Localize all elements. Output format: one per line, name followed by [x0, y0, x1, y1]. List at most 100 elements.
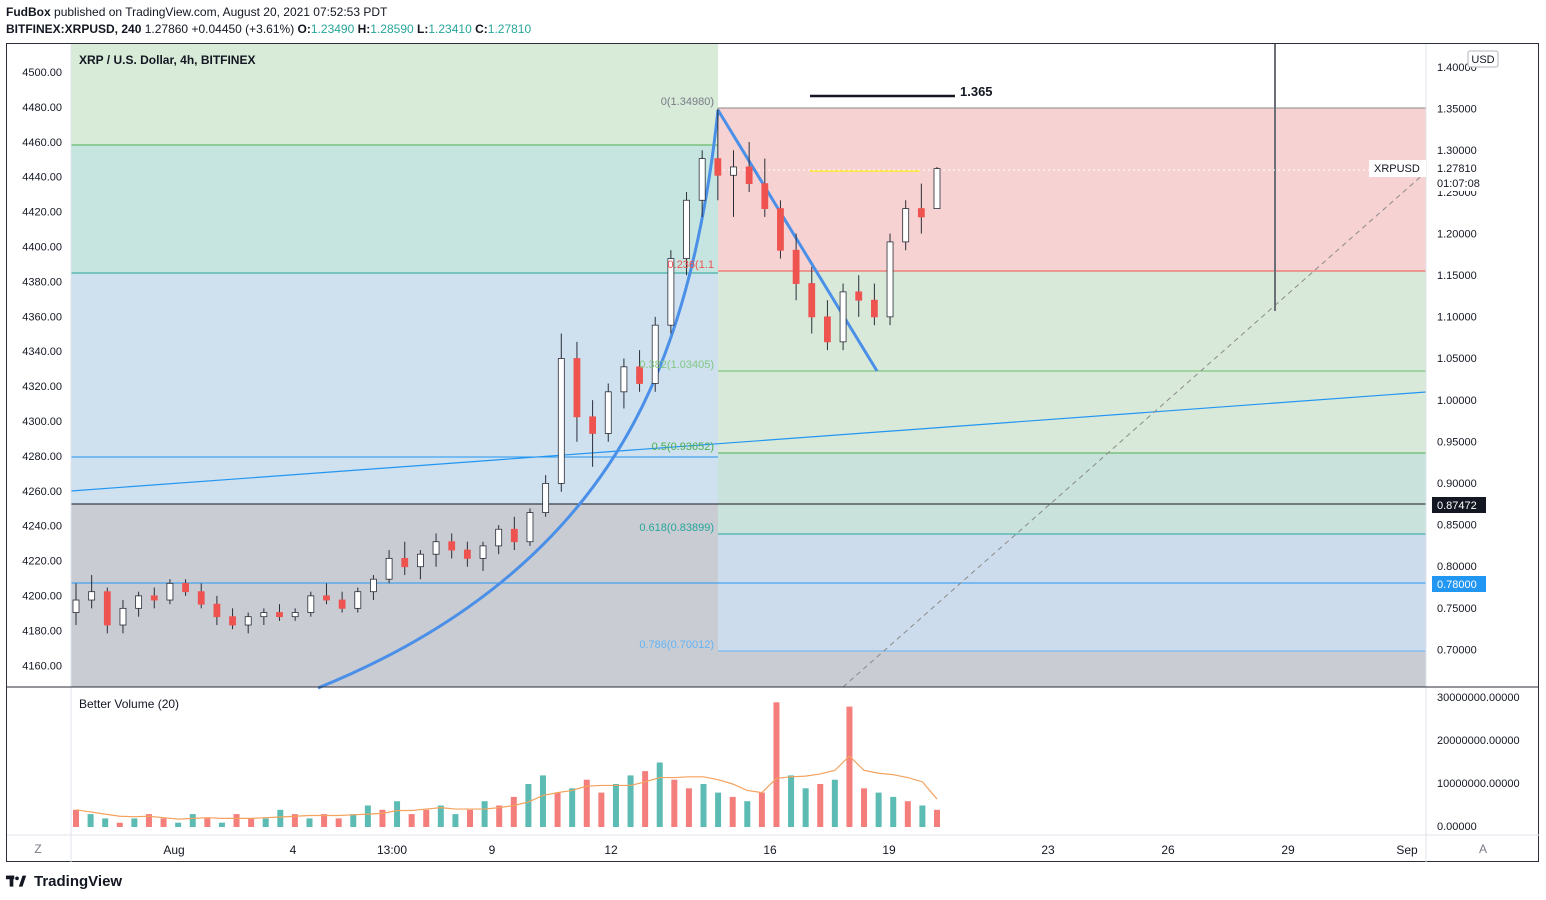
- candle-body: [636, 366, 643, 384]
- right-axis-tick: 0.80000: [1437, 561, 1477, 573]
- time-axis-tick: Aug: [163, 843, 184, 857]
- volume-bar: [481, 801, 488, 827]
- left-axis-tick: 4200.00: [22, 591, 62, 603]
- candle-body: [855, 291, 863, 301]
- candle-body: [448, 541, 456, 551]
- volume-axis-tick: 10000000.00000: [1437, 778, 1520, 790]
- volume-bar: [773, 702, 780, 827]
- left-axis-tick: 4420.00: [22, 207, 62, 219]
- right-axis-tick: 1.00000: [1437, 395, 1477, 407]
- level-tag-blue: 0.78000: [1437, 579, 1477, 591]
- high-value: 1.28590: [370, 22, 414, 36]
- candle-body: [870, 299, 878, 318]
- volume-bar: [335, 818, 342, 827]
- volume-bar: [277, 809, 284, 827]
- parabolic-curve[interactable]: [317, 109, 720, 690]
- price-tag-box: [1432, 160, 1486, 191]
- volume-ma-line: [75, 755, 938, 820]
- symbol-label: BITFINEX:XRPUSD, 240: [6, 22, 142, 36]
- time-axis-tick: 4: [290, 843, 297, 857]
- candle-body: [354, 591, 362, 609]
- left-teal-zone: [71, 145, 718, 273]
- volume-bar: [233, 814, 240, 827]
- volume-bar: [875, 792, 882, 827]
- candle-body: [72, 599, 80, 613]
- fib-label-0618: 0.618(0.83899): [639, 522, 714, 534]
- volume-bar: [145, 814, 152, 827]
- low-value: 1.23410: [428, 22, 472, 36]
- volume-bar: [788, 775, 795, 827]
- change-value: +0.04450 (+3.61%): [191, 22, 295, 36]
- volume-bar: [890, 796, 897, 827]
- left-axis-tick: 4300.00: [22, 416, 62, 428]
- publisher-name[interactable]: FudBox: [6, 5, 51, 19]
- candle-body: [260, 612, 268, 618]
- candle-body: [557, 358, 565, 484]
- volume-axis-tick: 20000000.00000: [1437, 735, 1520, 747]
- volume-axis[interactable]: 30000000.00000 20000000.00000 10000000.000…: [1437, 692, 1520, 833]
- candle-body: [745, 166, 753, 184]
- dashed-projection-line[interactable]: [842, 171, 1427, 688]
- volume-bar: [408, 814, 415, 827]
- volume-bar: [758, 792, 765, 827]
- candle-body: [792, 249, 800, 284]
- published-text: published on TradingView.com, August 20,…: [54, 5, 388, 19]
- candle-body: [683, 199, 690, 259]
- time-axis[interactable]: Aug 4 13:00 9 12 16 19 23 26 29 Sep: [163, 843, 1418, 857]
- right-axis-tick: 0.85000: [1437, 520, 1477, 532]
- time-axis-tick: 26: [1161, 843, 1175, 857]
- candle-body: [839, 291, 847, 343]
- volume-bar: [802, 788, 809, 827]
- volume-bar: [627, 775, 634, 827]
- fib-blue-zone: [718, 534, 1426, 651]
- candle-body: [714, 158, 722, 176]
- a-button[interactable]: A: [1479, 842, 1487, 856]
- right-axis-tick: 1.40000: [1437, 62, 1477, 74]
- volume-bars: [73, 702, 940, 827]
- fib-label-0786: 0.786(0.70012): [639, 639, 714, 651]
- volume-bar: [554, 792, 561, 827]
- candle-body: [620, 366, 628, 393]
- volume-bar: [583, 779, 590, 827]
- candle-body: [385, 557, 393, 580]
- z-button[interactable]: Z: [34, 842, 41, 856]
- volume-bar: [846, 706, 853, 827]
- right-price-axis[interactable]: 1.400001.350001.300001.250001.200001.150…: [1437, 62, 1477, 656]
- volume-axis-tick: 30000000.00000: [1437, 692, 1520, 704]
- volume-bar: [598, 792, 605, 827]
- downtrend-line[interactable]: [716, 109, 879, 372]
- level-tag-blue-box: [1432, 576, 1486, 592]
- tradingview-footer[interactable]: TradingView: [6, 873, 122, 890]
- candle-body: [917, 208, 925, 218]
- right-axis-tick: 0.75000: [1437, 603, 1477, 615]
- right-axis-tick: 1.10000: [1437, 312, 1477, 324]
- candle-body: [542, 483, 550, 513]
- volume-bar: [175, 822, 182, 827]
- candle-body: [479, 545, 487, 559]
- candle-body: [589, 416, 596, 434]
- left-axis-tick: 4400.00: [22, 242, 62, 254]
- volume-bar: [510, 796, 517, 827]
- symbol-tag-box: [1369, 160, 1426, 177]
- candle-body: [463, 549, 471, 559]
- volume-bar: [569, 788, 576, 827]
- left-axis-tick: 4460.00: [22, 137, 62, 149]
- time-axis-tick: 29: [1281, 843, 1295, 857]
- right-axis-tick: 0.95000: [1437, 436, 1477, 448]
- chart-frame: [6, 43, 1539, 862]
- candle-body: [197, 591, 205, 605]
- volume-bar: [452, 814, 459, 827]
- fib-label-05: 0.5(0.93652): [652, 441, 714, 453]
- left-price-axis[interactable]: 4500.00 4480.00 4460.00 4440.00 4420.00 4400.…: [22, 67, 62, 672]
- close-value: 1.27810: [487, 22, 532, 36]
- volume-bar: [642, 771, 649, 827]
- volume-bar: [539, 775, 546, 827]
- candle-body: [495, 528, 503, 547]
- left-axis-tick: 4280.00: [22, 451, 62, 463]
- left-gray-zone: [71, 504, 718, 687]
- currency-badge-box[interactable]: [1467, 50, 1499, 68]
- fib-label-0236: 0.236(1.1: [668, 259, 714, 271]
- blue-trendline[interactable]: [70, 391, 1427, 492]
- left-axis-tick: 4240.00: [22, 521, 62, 533]
